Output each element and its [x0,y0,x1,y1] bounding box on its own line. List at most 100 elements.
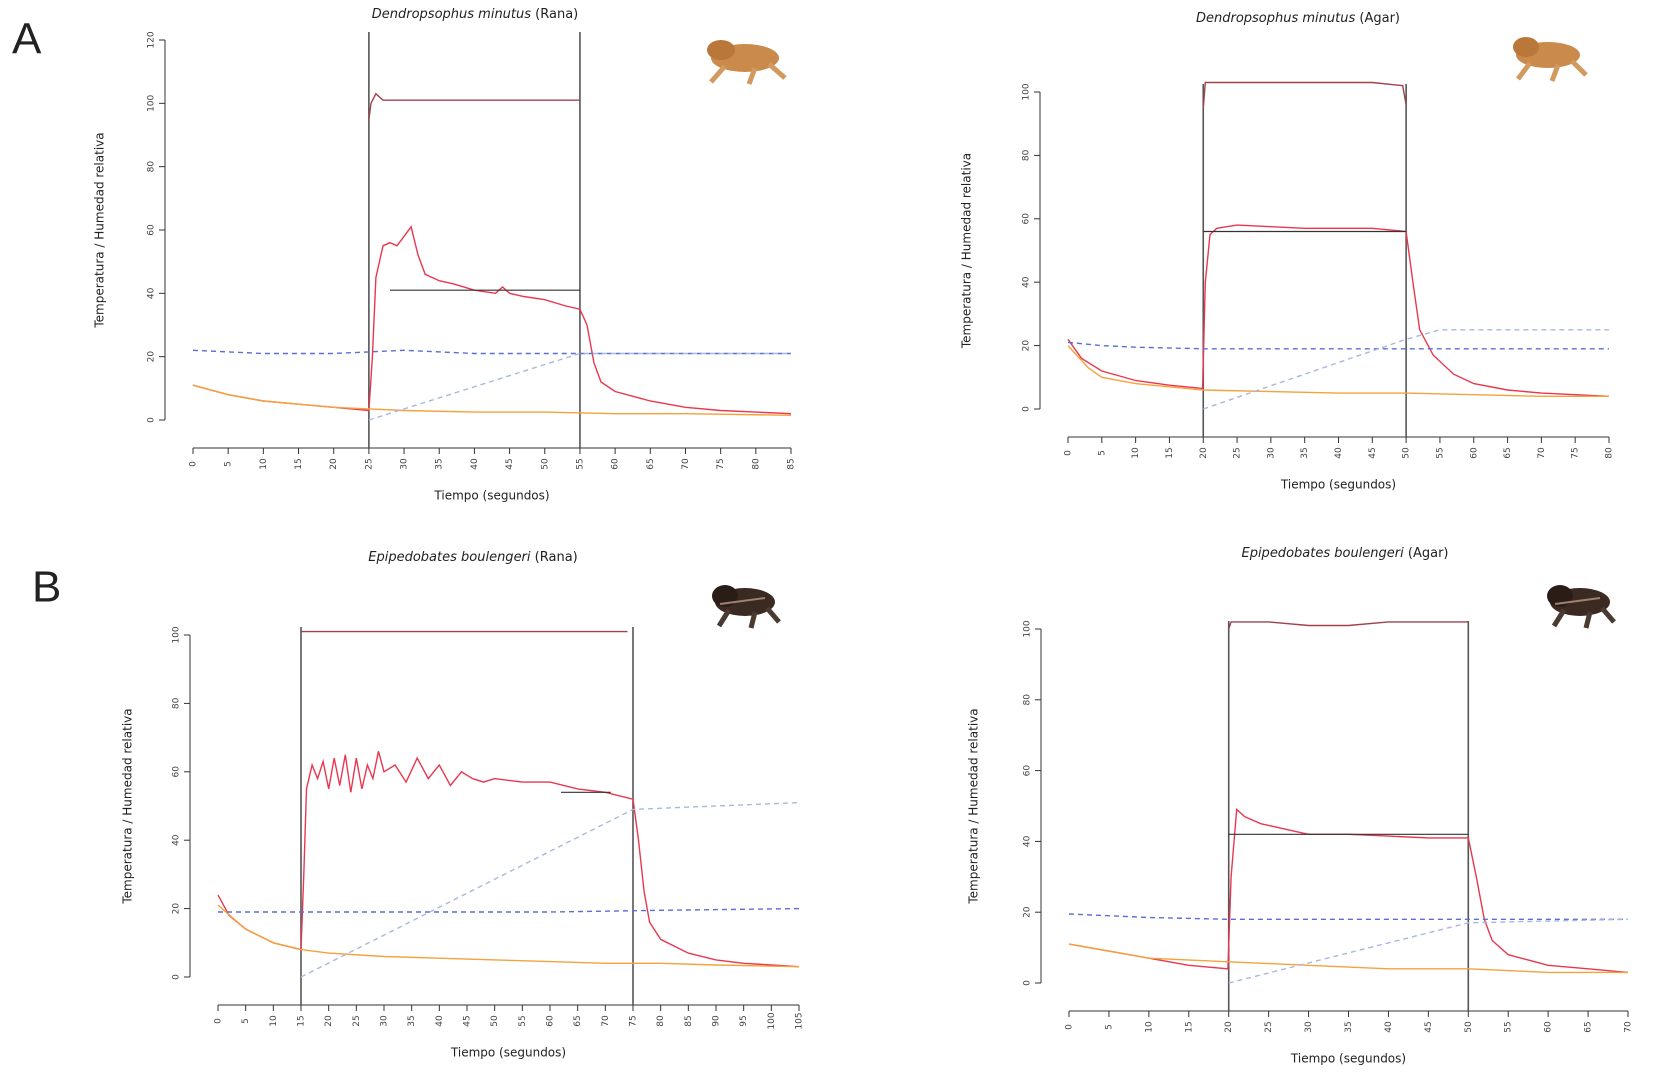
y-tick-label: 0 [147,417,157,423]
x-tick-label: 65 [1503,447,1513,458]
x-tick-label: 70 [1624,1021,1634,1033]
x-tick-label: 75 [1571,447,1581,458]
x-tick-label: 15 [294,458,304,469]
x-tick-label: 20 [1199,447,1209,459]
x-tick-label: 60 [1544,1021,1554,1033]
x-tick-label: 40 [1334,447,1344,459]
series-line [218,907,800,913]
y-tick-label: 40 [147,287,157,299]
x-tick-label: 70 [1537,447,1547,459]
y-tick-label: 20 [147,351,157,363]
y-tick-label: 120 [147,31,157,48]
x-tick-label: 10 [269,1015,279,1027]
x-tick-label: 60 [611,458,621,470]
title-substrate: (Agar) [1359,11,1400,26]
series-line [1202,81,1407,108]
x-tick-label: 75 [629,1015,639,1026]
x-tick-label: 55 [575,458,585,469]
x-tick-label: 30 [1304,1021,1314,1033]
y-tick-label: 40 [1022,276,1032,288]
x-tick-label: 85 [684,1015,694,1026]
y-tick-label: 20 [1023,906,1033,918]
x-tick-label: 50 [1402,447,1412,459]
y-tick-label: 100 [1022,83,1032,100]
x-tick-label: 15 [1184,1021,1194,1032]
y-tick-label: 100 [147,94,157,111]
x-tick-label: 0 [1065,1024,1075,1030]
x-tick-label: 20 [329,458,339,470]
chart-title: Dendropsophus minutus (Rana) [372,7,578,22]
series-line [1228,918,1629,984]
x-axis-label: Tiempo (segundos) [1290,1052,1406,1066]
x-tick-label: 20 [1224,1021,1234,1033]
x-axis-label: Tiempo (segundos) [433,489,549,503]
title-species: Dendropsophus minutus [1196,11,1356,26]
series-line [192,225,792,415]
x-tick-label: 50 [540,458,550,470]
x-tick-label: 10 [259,458,269,470]
x-tick-label: 65 [573,1015,583,1026]
y-axis-label: Temperatura / Humedad relativa [121,708,135,904]
x-tick-label: 5 [241,1018,251,1024]
y-tick-label: 80 [1023,694,1033,706]
series-line [1067,345,1609,397]
x-tick-label: 10 [1144,1021,1154,1033]
series-line [1228,621,1469,630]
title-species: Epipedobates boulengeri [368,550,531,565]
x-tick-label: 60 [546,1015,556,1027]
x-tick-label: 95 [739,1015,749,1026]
frog-icon [1547,585,1616,629]
x-tick-label: 55 [1504,1021,1514,1032]
x-tick-label: 105 [795,1012,805,1029]
x-tick-label: 30 [380,1015,390,1027]
title-substrate: (Rana) [535,550,578,565]
series-line [1068,943,1628,974]
y-tick-label: 80 [1022,149,1032,161]
y-tick-label: 0 [1022,406,1032,412]
x-tick-label: 5 [1097,450,1107,456]
x-tick-label: 70 [601,1015,611,1027]
x-tick-label: 75 [716,458,726,469]
series-line [368,92,580,120]
x-tick-label: 10 [1131,447,1141,459]
x-tick-label: 45 [1368,447,1378,458]
y-tick-label: 40 [1023,835,1033,847]
series-line [217,904,800,968]
series-line [192,349,791,355]
x-tick-label: 35 [435,458,445,469]
series-line [300,801,800,978]
x-tick-label: 55 [518,1015,528,1026]
y-axis-label: Temperatura / Humedad relativa [967,708,981,904]
y-tick-label: 100 [1023,620,1033,637]
y-tick-label: 20 [1022,340,1032,352]
x-axis-label: Tiempo (segundos) [1280,478,1396,492]
x-tick-label: 45 [463,1015,473,1026]
x-axis-label: Tiempo (segundos) [450,1046,566,1060]
x-tick-label: 80 [1605,447,1615,459]
title-substrate: (Agar) [1408,546,1449,561]
chart-title: Epipedobates boulengeri (Rana) [368,550,577,565]
x-tick-label: 40 [470,458,480,470]
x-tick-label: 25 [364,458,374,469]
y-tick-label: 20 [172,903,182,915]
y-tick-label: 60 [1023,765,1033,777]
frog-icon [712,585,781,629]
series-line [368,352,791,421]
x-tick-label: 65 [646,458,656,469]
y-axis-label: Temperatura / Humedad relativa [960,153,974,349]
x-tick-label: 45 [505,458,515,469]
x-tick-label: 25 [1233,447,1243,458]
panel-label: A [12,15,42,64]
x-tick-label: 0 [1064,450,1074,456]
series-line [1067,224,1610,397]
panel-label: B [32,563,61,612]
y-tick-label: 100 [172,626,182,643]
y-axis-label: Temperatura / Humedad relativa [93,132,107,328]
x-tick-label: 5 [224,461,234,467]
x-tick-label: 90 [712,1015,722,1027]
x-tick-label: 35 [1300,447,1310,458]
y-tick-label: 80 [172,697,182,709]
x-tick-label: 35 [407,1015,417,1026]
series-line [1203,329,1609,410]
x-tick-label: 20 [324,1015,334,1027]
